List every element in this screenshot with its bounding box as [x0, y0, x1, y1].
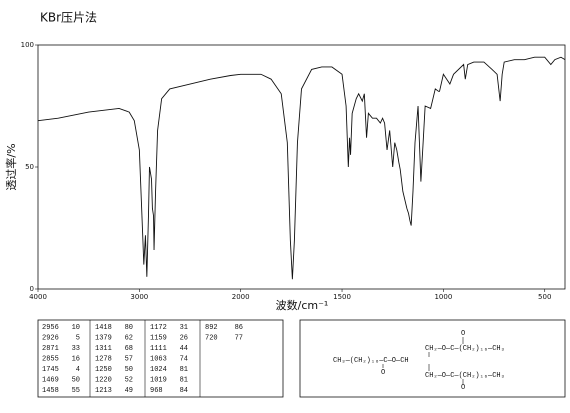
y-axis-label: 透过率/% [4, 143, 18, 190]
carbonyl-o: O [461, 384, 465, 392]
peak-transmittance: 74 [180, 355, 188, 363]
peak-transmittance: 68 [125, 345, 133, 353]
peak-wavenumber: 892 [205, 324, 218, 332]
peak-wavenumber: 1311 [95, 345, 112, 353]
structure: CH₂—O—C—(CH₂)₁₆—CH₃ CH₃—(CH₂)₁₆—C—O—CH C… [333, 330, 505, 392]
peak-wavenumber: 1159 [150, 334, 167, 342]
x-tick-label: 500 [538, 293, 551, 301]
peak-transmittance: 5 [76, 334, 80, 342]
peak-transmittance: 84 [180, 387, 188, 395]
x-tick-label: 3000 [130, 293, 148, 301]
peak-transmittance: 49 [125, 387, 133, 395]
peak-transmittance: 33 [72, 345, 80, 353]
peak-wavenumber: 2855 [42, 355, 59, 363]
y-tick-label: 100 [21, 41, 34, 49]
peak-transmittance: 50 [125, 366, 133, 374]
peak-wavenumber: 1745 [42, 366, 59, 374]
peak-wavenumber: 2956 [42, 324, 59, 332]
peak-wavenumber: 2926 [42, 334, 59, 342]
peak-transmittance: 81 [180, 366, 188, 374]
peak-wavenumber: 1213 [95, 387, 112, 395]
x-tick-label: 1500 [333, 293, 351, 301]
peak-transmittance: 52 [125, 376, 133, 384]
peak-wavenumber: 1111 [150, 345, 167, 353]
plot-frame [37, 44, 566, 290]
chart-title: KBr压片法 [40, 11, 97, 25]
structure-bottom: CH₂—O—C—(CH₂)₁₆—CH₃ [425, 372, 505, 380]
structure-box [299, 319, 566, 398]
peak-transmittance: 50 [72, 376, 80, 384]
peak-transmittance: 77 [235, 334, 243, 342]
x-tick-label: 2000 [232, 293, 250, 301]
peak-transmittance: 4 [76, 366, 80, 374]
peak-transmittance: 44 [180, 345, 188, 353]
peak-transmittance: 81 [180, 376, 188, 384]
peak-wavenumber: 1024 [150, 366, 167, 374]
y-tick-label: 50 [25, 163, 34, 171]
peak-wavenumber: 968 [150, 387, 163, 395]
peak-wavenumber: 2871 [42, 345, 59, 353]
y-tick-label: 0 [30, 285, 34, 293]
peak-transmittance: 80 [125, 324, 133, 332]
structure-middle: CH₃—(CH₂)₁₆—C—O—CH [333, 357, 409, 365]
x-tick-label: 4000 [29, 293, 47, 301]
peak-wavenumber: 1458 [42, 387, 59, 395]
x-tick-label: 1000 [434, 293, 452, 301]
carbonyl-o: O [461, 330, 465, 338]
peak-wavenumber: 1220 [95, 376, 112, 384]
spectrum-line [37, 56, 566, 280]
peak-wavenumber: 1063 [150, 355, 167, 363]
peak-transmittance: 57 [125, 355, 133, 363]
peak-wavenumber: 1418 [95, 324, 112, 332]
peak-transmittance: 16 [72, 355, 80, 363]
peak-transmittance: 62 [125, 334, 133, 342]
peak-wavenumber: 1250 [95, 366, 112, 374]
structure-top: CH₂—O—C—(CH₂)₁₆—CH₃ [425, 345, 505, 353]
peak-wavenumber: 1172 [150, 324, 167, 332]
peak-wavenumber: 1379 [95, 334, 112, 342]
peak-transmittance: 86 [235, 324, 243, 332]
peak-transmittance: 26 [180, 334, 188, 342]
peak-transmittance: 55 [72, 387, 80, 395]
peak-wavenumber: 1019 [150, 376, 167, 384]
peak-wavenumber: 1278 [95, 355, 112, 363]
table-box [37, 319, 284, 398]
peak-transmittance: 10 [72, 324, 80, 332]
peak-wavenumber: 720 [205, 334, 218, 342]
carbonyl-o: O [381, 369, 385, 377]
x-axis-label: 波数/cm⁻¹ [276, 299, 329, 312]
peak-transmittance: 31 [180, 324, 188, 332]
peak-wavenumber: 1469 [42, 376, 59, 384]
